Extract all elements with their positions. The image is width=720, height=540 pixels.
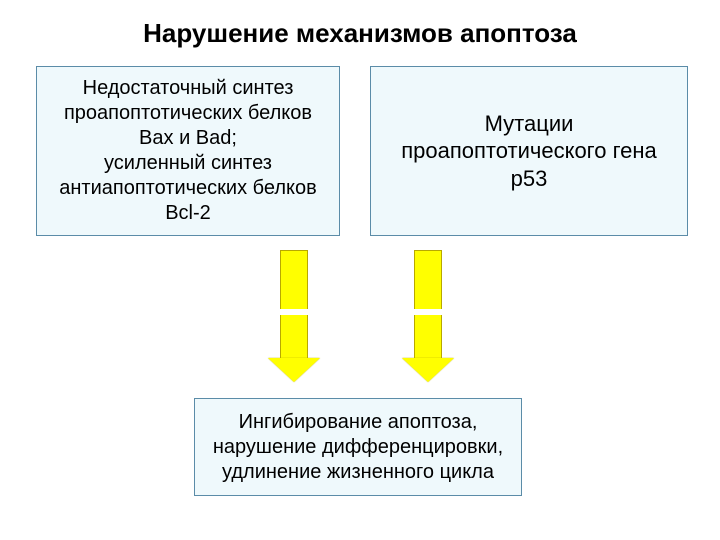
page-title: Нарушение механизмов апоптоза <box>0 18 720 49</box>
box-left-text: Недостаточный синтезпроапоптотических бе… <box>59 76 316 226</box>
arrow-head <box>402 358 454 382</box>
arrow-gap <box>278 309 310 315</box>
box-right-text: Мутациипроапоптотического генар53 <box>401 110 656 193</box>
arrow-shaft <box>414 250 442 360</box>
box-bottom-text: Ингибирование апоптоза,нарушение диффере… <box>213 410 503 485</box>
box-left: Недостаточный синтезпроапоптотических бе… <box>36 66 340 236</box>
box-right: Мутациипроапоптотического генар53 <box>370 66 688 236</box>
arrow-gap <box>412 309 444 315</box>
arrow-shaft <box>280 250 308 360</box>
box-bottom: Ингибирование апоптоза,нарушение диффере… <box>194 398 522 496</box>
arrow-head <box>268 358 320 382</box>
